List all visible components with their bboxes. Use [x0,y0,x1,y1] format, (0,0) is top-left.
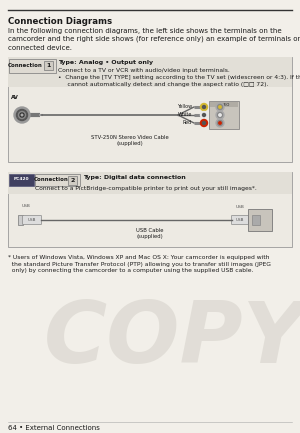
Text: VIDEO: VIDEO [218,103,230,107]
Text: Connection: Connection [34,177,68,182]
Circle shape [21,114,23,116]
Text: AV: AV [11,95,19,100]
Text: Connect to a PictBridge-compatible printer to print out your still images*.: Connect to a PictBridge-compatible print… [35,186,257,191]
Circle shape [19,112,26,119]
Text: Yellow: Yellow [177,104,192,110]
FancyBboxPatch shape [18,215,23,225]
Text: •  Change the [TV TYPE] setting according to the TV set (widescreen or 4:3). If : • Change the [TV TYPE] setting according… [58,75,300,80]
FancyBboxPatch shape [34,174,80,185]
Text: 64 • External Connections: 64 • External Connections [8,425,100,431]
Text: PC420: PC420 [13,178,29,181]
Text: USB: USB [22,204,30,208]
FancyBboxPatch shape [248,209,272,231]
FancyBboxPatch shape [8,57,292,162]
Circle shape [14,107,30,123]
Circle shape [218,120,223,126]
Circle shape [202,122,206,125]
FancyBboxPatch shape [44,61,53,70]
Text: White: White [178,113,192,117]
Text: In the following connection diagrams, the left side shows the terminals on the
c: In the following connection diagrams, th… [8,28,300,51]
FancyBboxPatch shape [210,102,238,107]
Text: COPY: COPY [44,298,300,381]
Circle shape [218,104,223,110]
Text: USB: USB [236,218,244,222]
Text: USB Cable
(supplied): USB Cable (supplied) [136,228,164,239]
Circle shape [216,111,224,119]
FancyBboxPatch shape [8,58,56,72]
Circle shape [219,122,221,124]
FancyBboxPatch shape [8,57,292,87]
Circle shape [218,113,223,117]
FancyBboxPatch shape [232,216,248,224]
FancyBboxPatch shape [22,216,41,224]
Text: cannot automatically detect and change the aspect ratio (□□ 72).: cannot automatically detect and change t… [58,82,268,87]
FancyBboxPatch shape [8,172,292,194]
Text: USB: USB [236,205,244,209]
FancyBboxPatch shape [8,174,34,185]
FancyBboxPatch shape [252,215,260,225]
Circle shape [216,119,224,127]
Text: Connect to a TV or VCR with audio/video input terminals.: Connect to a TV or VCR with audio/video … [58,68,230,73]
Circle shape [20,113,24,117]
FancyBboxPatch shape [68,176,77,185]
Text: USB: USB [28,218,36,222]
Circle shape [202,106,206,109]
Circle shape [200,103,208,110]
Text: 2: 2 [70,178,75,183]
Text: Type: Analog • Output only: Type: Analog • Output only [58,60,153,65]
Text: STV-250N Stereo Video Cable
(supplied): STV-250N Stereo Video Cable (supplied) [91,135,169,146]
Text: * Users of Windows Vista, Windows XP and Mac OS X: Your camcorder is equipped wi: * Users of Windows Vista, Windows XP and… [8,255,271,273]
Circle shape [219,106,221,108]
Text: Connection: Connection [8,63,42,68]
Text: Red: Red [183,120,192,126]
FancyBboxPatch shape [209,101,239,129]
Circle shape [202,113,206,116]
Text: Connection Diagrams: Connection Diagrams [8,17,112,26]
Circle shape [200,120,208,126]
Circle shape [200,112,208,119]
Circle shape [16,110,28,120]
Circle shape [216,103,224,111]
FancyBboxPatch shape [8,172,292,247]
Circle shape [219,114,221,116]
Text: 1: 1 [46,63,51,68]
Text: Type: Digital data connection: Type: Digital data connection [83,175,186,180]
